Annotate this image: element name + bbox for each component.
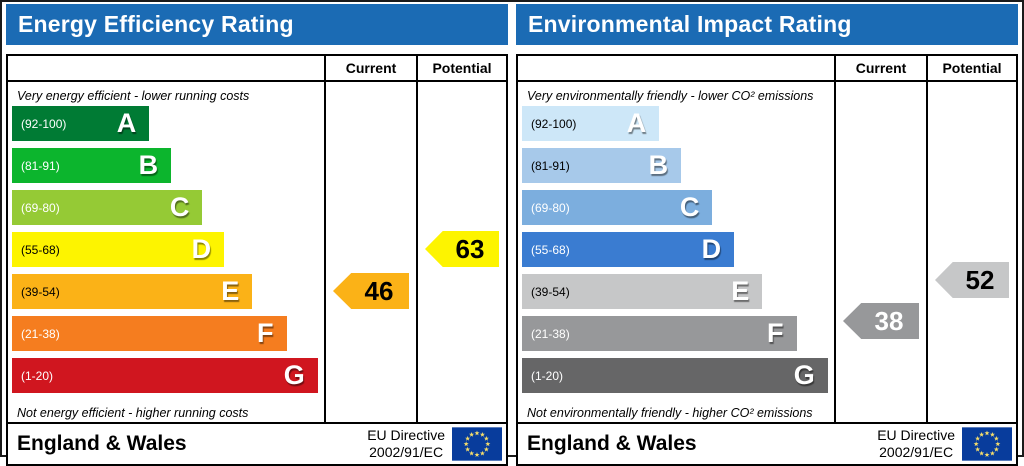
band-row-a: (92-100) A: [522, 106, 660, 141]
eu-directive-line1: EU Directive: [877, 427, 955, 444]
band-letter: D: [701, 234, 722, 264]
band-range: (21-38): [531, 326, 570, 341]
eu-directive-label: EU Directive 2002/91/EC: [877, 427, 955, 461]
eu-directive-line2: 2002/91/EC: [879, 444, 954, 460]
band-letter: G: [283, 360, 305, 390]
column-header-current: Current: [834, 56, 926, 80]
band-letter: A: [626, 108, 647, 138]
band-range: (21-38): [21, 326, 60, 341]
band-range: (1-20): [531, 368, 564, 383]
bottom-caption: Not environmentally friendly - higher CO…: [527, 406, 813, 420]
potential-rating-arrow: 63: [425, 231, 499, 267]
table-header-row: Current Potential: [518, 56, 1016, 82]
top-caption: Very energy efficient - lower running co…: [17, 89, 250, 103]
band-range: (92-100): [531, 116, 577, 131]
band-letter: G: [793, 360, 815, 390]
band-row-d: (55-68) D: [522, 232, 735, 267]
table-footer: England & Wales EU Directive 2002/91/EC: [8, 422, 506, 464]
energy-rating-table: Current Potential Very energy efficient …: [6, 54, 508, 466]
band-range: (1-20): [21, 368, 54, 383]
band-letter: F: [767, 318, 784, 348]
eu-flag-icon: [962, 427, 1012, 461]
column-header-potential: Potential: [416, 56, 506, 80]
band-range: (39-54): [21, 284, 60, 299]
panel-title-energy: Energy Efficiency Rating: [6, 4, 508, 45]
column-header-current: Current: [324, 56, 416, 80]
region-label: England & Wales: [527, 432, 697, 455]
potential-rating-arrow: 52: [935, 262, 1009, 298]
band-letter: E: [221, 276, 240, 306]
header-spacer-cell: [8, 56, 324, 80]
band-range: (69-80): [531, 200, 570, 215]
band-range: (55-68): [531, 242, 570, 257]
band-row-b: (81-91) B: [12, 148, 172, 183]
eu-directive-label: EU Directive 2002/91/EC: [367, 427, 445, 461]
table-header-row: Current Potential: [8, 56, 506, 82]
potential-value-column: 52: [926, 82, 1016, 422]
band-row-e: (39-54) E: [12, 274, 253, 309]
table-footer: England & Wales EU Directive 2002/91/EC: [518, 422, 1016, 464]
band-letter: E: [731, 276, 750, 306]
band-letter: C: [169, 192, 190, 222]
eu-directive-line1: EU Directive: [367, 427, 445, 444]
band-row-e: (39-54) E: [522, 274, 763, 309]
potential-rating-value: 63: [455, 233, 485, 264]
energy-efficiency-panel: Energy Efficiency Rating Current Potenti…: [2, 2, 512, 466]
band-range: (39-54): [531, 284, 570, 299]
current-rating-value: 46: [364, 275, 394, 306]
environmental-rating-table: Current Potential Very environmentally f…: [516, 54, 1018, 466]
band-letter: D: [191, 234, 212, 264]
band-letter: C: [679, 192, 700, 222]
band-row-g: (1-20) G: [12, 358, 318, 393]
eu-directive-line2: 2002/91/EC: [369, 444, 444, 460]
panel-title-environmental: Environmental Impact Rating: [516, 4, 1018, 45]
current-value-column: 38: [834, 82, 926, 422]
rating-chart-body: Very environmentally friendly - lower CO…: [518, 82, 1016, 422]
band-row-b: (81-91) B: [522, 148, 682, 183]
band-letter: B: [138, 150, 159, 180]
band-row-f: (21-38) F: [12, 316, 287, 351]
current-rating-value: 38: [874, 305, 904, 336]
environmental-impact-panel: Environmental Impact Rating Current Pote…: [512, 2, 1022, 466]
eu-flag-icon: [452, 427, 502, 461]
region-label: England & Wales: [17, 432, 187, 455]
band-row-g: (1-20) G: [522, 358, 828, 393]
band-letter: B: [648, 150, 669, 180]
band-row-c: (69-80) C: [522, 190, 713, 225]
band-letter: A: [116, 108, 137, 138]
band-row-a: (92-100) A: [12, 106, 150, 141]
band-range: (92-100): [21, 116, 67, 131]
column-header-potential: Potential: [926, 56, 1016, 80]
header-spacer-cell: [518, 56, 834, 80]
current-rating-arrow: 46: [333, 273, 409, 309]
band-range: (81-91): [21, 158, 60, 173]
band-range: (69-80): [21, 200, 60, 215]
potential-rating-value: 52: [965, 264, 995, 295]
band-row-f: (21-38) F: [522, 316, 797, 351]
band-letter: F: [257, 318, 274, 348]
band-range: (55-68): [21, 242, 60, 257]
band-row-d: (55-68) D: [12, 232, 225, 267]
current-value-column: 46: [324, 82, 416, 422]
current-rating-arrow: 38: [843, 303, 919, 339]
top-caption: Very environmentally friendly - lower CO…: [527, 89, 814, 103]
rating-chart-body: Very energy efficient - lower running co…: [8, 82, 506, 422]
rating-bands-area: Very energy efficient - lower running co…: [8, 82, 324, 422]
potential-value-column: 63: [416, 82, 506, 422]
band-range: (81-91): [531, 158, 570, 173]
rating-bands-area: Very environmentally friendly - lower CO…: [518, 82, 834, 422]
band-row-c: (69-80) C: [12, 190, 203, 225]
bottom-caption: Not energy efficient - higher running co…: [17, 406, 249, 420]
